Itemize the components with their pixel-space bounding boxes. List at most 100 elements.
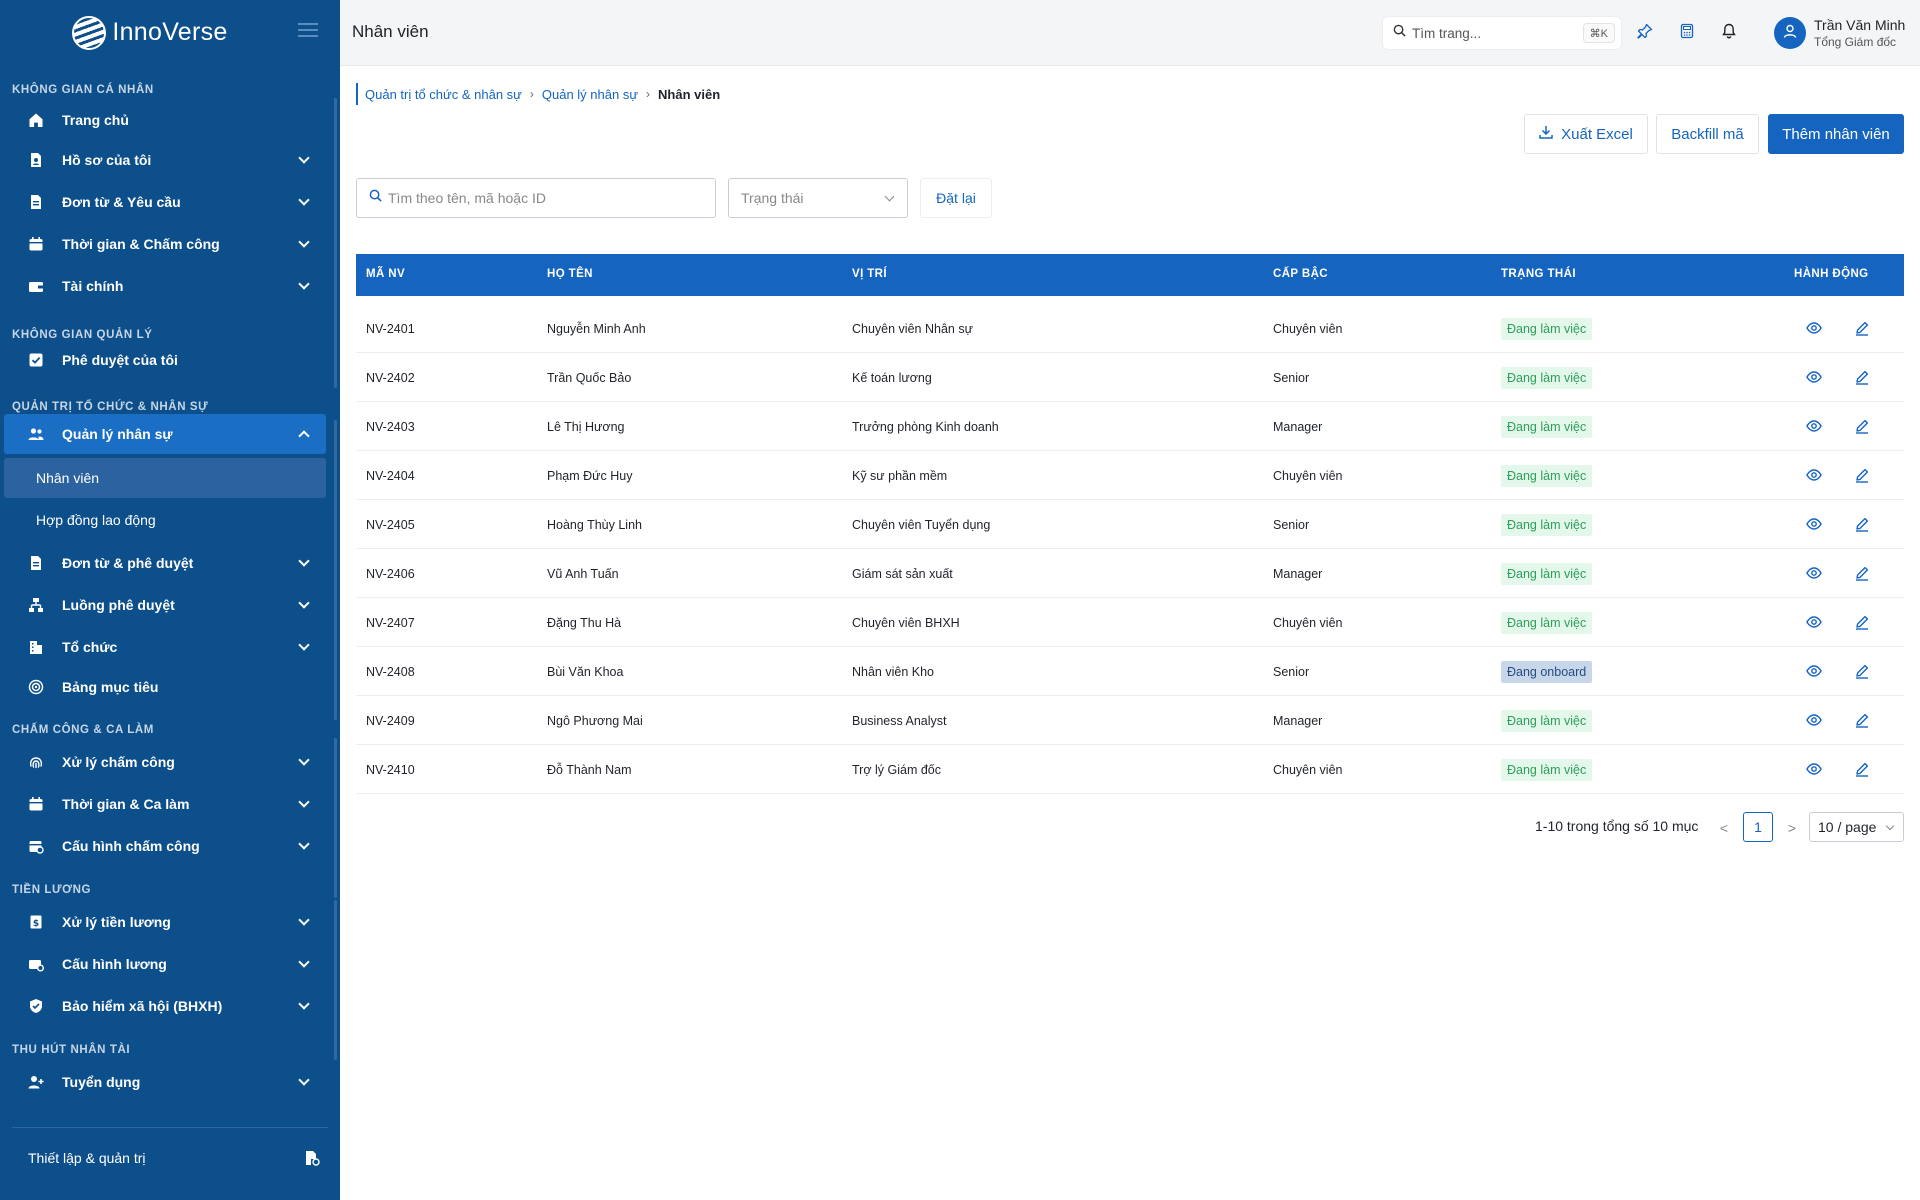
- column-header-position[interactable]: Vị trí: [852, 268, 887, 280]
- column-header-level[interactable]: Cấp bậc: [1273, 268, 1328, 280]
- sidebar-footer-settings[interactable]: Thiết lập & quản trị: [12, 1127, 328, 1187]
- edit-button[interactable]: [1853, 516, 1871, 534]
- edit-button[interactable]: [1853, 761, 1871, 779]
- status-filter-select[interactable]: Trạng thái: [728, 178, 908, 218]
- sidebar-subitem-labor-contracts[interactable]: Hợp đồng lao động: [4, 500, 326, 540]
- column-header-status[interactable]: Trạng thái: [1501, 268, 1576, 280]
- edit-button[interactable]: [1853, 418, 1871, 436]
- column-header-id[interactable]: Mã NV: [366, 268, 406, 280]
- sidebar-item-hr-management[interactable]: Quản lý nhân sự: [4, 414, 326, 454]
- page-size-select[interactable]: 10 / page: [1809, 812, 1904, 842]
- view-button[interactable]: [1805, 565, 1823, 583]
- eye-icon: [1806, 418, 1822, 437]
- view-button[interactable]: [1805, 369, 1823, 387]
- sidebar-scrollbar[interactable]: [334, 420, 337, 720]
- cell-employee-id: NV-2401: [366, 322, 415, 336]
- backfill-code-button[interactable]: Backfill mã: [1656, 114, 1759, 154]
- section-title-attendance: Chấm công & ca làm: [12, 724, 154, 736]
- chevron-down-icon: [298, 796, 310, 808]
- pagination-next-button[interactable]: >: [1787, 820, 1797, 836]
- sidebar-subitem-employees[interactable]: Nhân viên: [4, 458, 326, 498]
- user-name[interactable]: Trần Văn Minh: [1814, 17, 1906, 33]
- sidebar-item-attendance-processing[interactable]: Xử lý chấm công: [4, 742, 326, 782]
- export-excel-button[interactable]: Xuất Excel: [1524, 114, 1648, 154]
- sidebar-item-attendance-config[interactable]: Cấu hình chấm công: [4, 826, 326, 866]
- sidebar-item-organization[interactable]: Tổ chức: [4, 627, 326, 667]
- table-row[interactable]: NV-2402 Trần Quốc Bảo Kế toán lương Senior Đ…: [356, 353, 1904, 402]
- sidebar-item-finance[interactable]: Tài chính: [4, 266, 326, 306]
- view-button[interactable]: [1805, 614, 1823, 632]
- sidebar-item-approval-flow[interactable]: Luồng phê duyệt: [4, 585, 326, 625]
- notifications-button[interactable]: [1718, 22, 1740, 44]
- sidebar-item-time-shifts[interactable]: Thời gian & Ca làm: [4, 784, 326, 824]
- table-row[interactable]: NV-2404 Phạm Đức Huy Kỹ sư phần mềm Chuyên …: [356, 451, 1904, 500]
- view-button[interactable]: [1805, 761, 1823, 779]
- sidebar-item-my-approvals[interactable]: Phê duyệt của tôi: [4, 340, 326, 380]
- edit-button[interactable]: [1853, 712, 1871, 730]
- chevron-down-icon: [1885, 821, 1895, 831]
- breadcrumb-item-hr-management[interactable]: Quản lý nhân sự: [541, 86, 639, 102]
- brand-logo[interactable]: InnoVerse: [0, 10, 300, 55]
- table-row[interactable]: NV-2406 Vũ Anh Tuấn Giám sát sản xuất Manag…: [356, 549, 1904, 598]
- employee-search-field[interactable]: [356, 178, 716, 218]
- users-icon: [28, 426, 44, 442]
- sidebar-item-payroll-processing[interactable]: $ Xử lý tiền lương: [4, 902, 326, 942]
- breadcrumb-item-org-hr[interactable]: Quản trị tổ chức & nhân sự: [365, 86, 522, 102]
- calculator-button[interactable]: [1676, 22, 1698, 44]
- column-header-name[interactable]: Họ tên: [547, 268, 593, 280]
- sidebar-item-goals[interactable]: Bảng mục tiêu: [4, 667, 326, 707]
- breadcrumb: Quản trị tổ chức & nhân sự › Quản lý nhâ…: [356, 83, 720, 105]
- edit-button[interactable]: [1853, 663, 1871, 681]
- table-row[interactable]: NV-2410 Đỗ Thành Nam Trợ lý Giám đốc Chuyên…: [356, 745, 1904, 794]
- pagination-prev-button[interactable]: <: [1719, 820, 1729, 836]
- table-row[interactable]: NV-2405 Hoàng Thùy Linh Chuyên viên Tuyển …: [356, 500, 1904, 549]
- sidebar-item-home[interactable]: Trang chủ: [4, 100, 326, 140]
- employee-search-input[interactable]: [388, 190, 688, 206]
- reset-filters-button[interactable]: Đặt lại: [920, 178, 992, 218]
- chevron-down-icon: [298, 956, 310, 968]
- edit-button[interactable]: [1853, 565, 1871, 583]
- sidebar-item-label: Tài chính: [62, 278, 124, 294]
- pin-button[interactable]: [1634, 22, 1656, 44]
- sidebar-collapse-button[interactable]: [298, 23, 318, 39]
- calendar-icon: [28, 236, 44, 252]
- pagination-page-1[interactable]: 1: [1743, 812, 1773, 842]
- sidebar-item-recruitment[interactable]: Tuyển dụng: [4, 1062, 326, 1102]
- view-button[interactable]: [1805, 712, 1823, 730]
- table-row[interactable]: NV-2408 Bùi Văn Khoa Nhân viên Kho Senior Đa…: [356, 647, 1904, 696]
- shield-icon: [28, 998, 44, 1014]
- view-button[interactable]: [1805, 467, 1823, 485]
- view-button[interactable]: [1805, 663, 1823, 681]
- table-row[interactable]: NV-2409 Ngô Phương Mai Business Analyst Man…: [356, 696, 1904, 745]
- edit-button[interactable]: [1853, 320, 1871, 338]
- page-search[interactable]: Tìm trang... ⌘K: [1382, 16, 1622, 50]
- sidebar-item-requests[interactable]: Đơn từ & Yêu cầu: [4, 182, 326, 222]
- fingerprint-icon: [28, 754, 44, 770]
- cell-employee-id: NV-2407: [366, 616, 415, 630]
- sidebar-item-requests-approvals[interactable]: Đơn từ & phê duyệt: [4, 543, 326, 583]
- view-button[interactable]: [1805, 320, 1823, 338]
- calendar-icon: [28, 796, 44, 812]
- add-employee-button[interactable]: Thêm nhân viên: [1768, 114, 1904, 154]
- view-button[interactable]: [1805, 418, 1823, 436]
- table-row[interactable]: NV-2401 Nguyễn Minh Anh Chuyên viên Nhân s…: [356, 304, 1904, 353]
- sidebar-item-salary-config[interactable]: Cấu hình lương: [4, 944, 326, 984]
- download-icon: [1539, 125, 1553, 143]
- table-row[interactable]: NV-2403 Lê Thị Hương Trưởng phòng Kinh doa…: [356, 402, 1904, 451]
- view-button[interactable]: [1805, 516, 1823, 534]
- sidebar-scrollbar[interactable]: [334, 98, 337, 388]
- sidebar-item-social-insurance[interactable]: Bảo hiểm xã hội (BHXH): [4, 986, 326, 1026]
- sidebar-scrollbar[interactable]: [334, 738, 337, 898]
- pencil-icon: [1854, 418, 1870, 437]
- edit-button[interactable]: [1853, 614, 1871, 632]
- edit-button[interactable]: [1853, 369, 1871, 387]
- topbar: Nhân viên Tìm trang... ⌘K Trần Văn Minh …: [340, 0, 1920, 66]
- user-avatar[interactable]: [1774, 17, 1806, 49]
- sidebar-scrollbar[interactable]: [334, 900, 337, 1060]
- building-icon: [28, 639, 44, 655]
- edit-button[interactable]: [1853, 467, 1871, 485]
- table-row[interactable]: NV-2407 Đặng Thu Hà Chuyên viên BHXH Chuyên…: [356, 598, 1904, 647]
- cell-position: Chuyên viên Nhân sự: [852, 322, 973, 336]
- sidebar-item-my-profile[interactable]: Hồ sơ của tôi: [4, 140, 326, 180]
- sidebar-item-time-attendance[interactable]: Thời gian & Chấm công: [4, 224, 326, 264]
